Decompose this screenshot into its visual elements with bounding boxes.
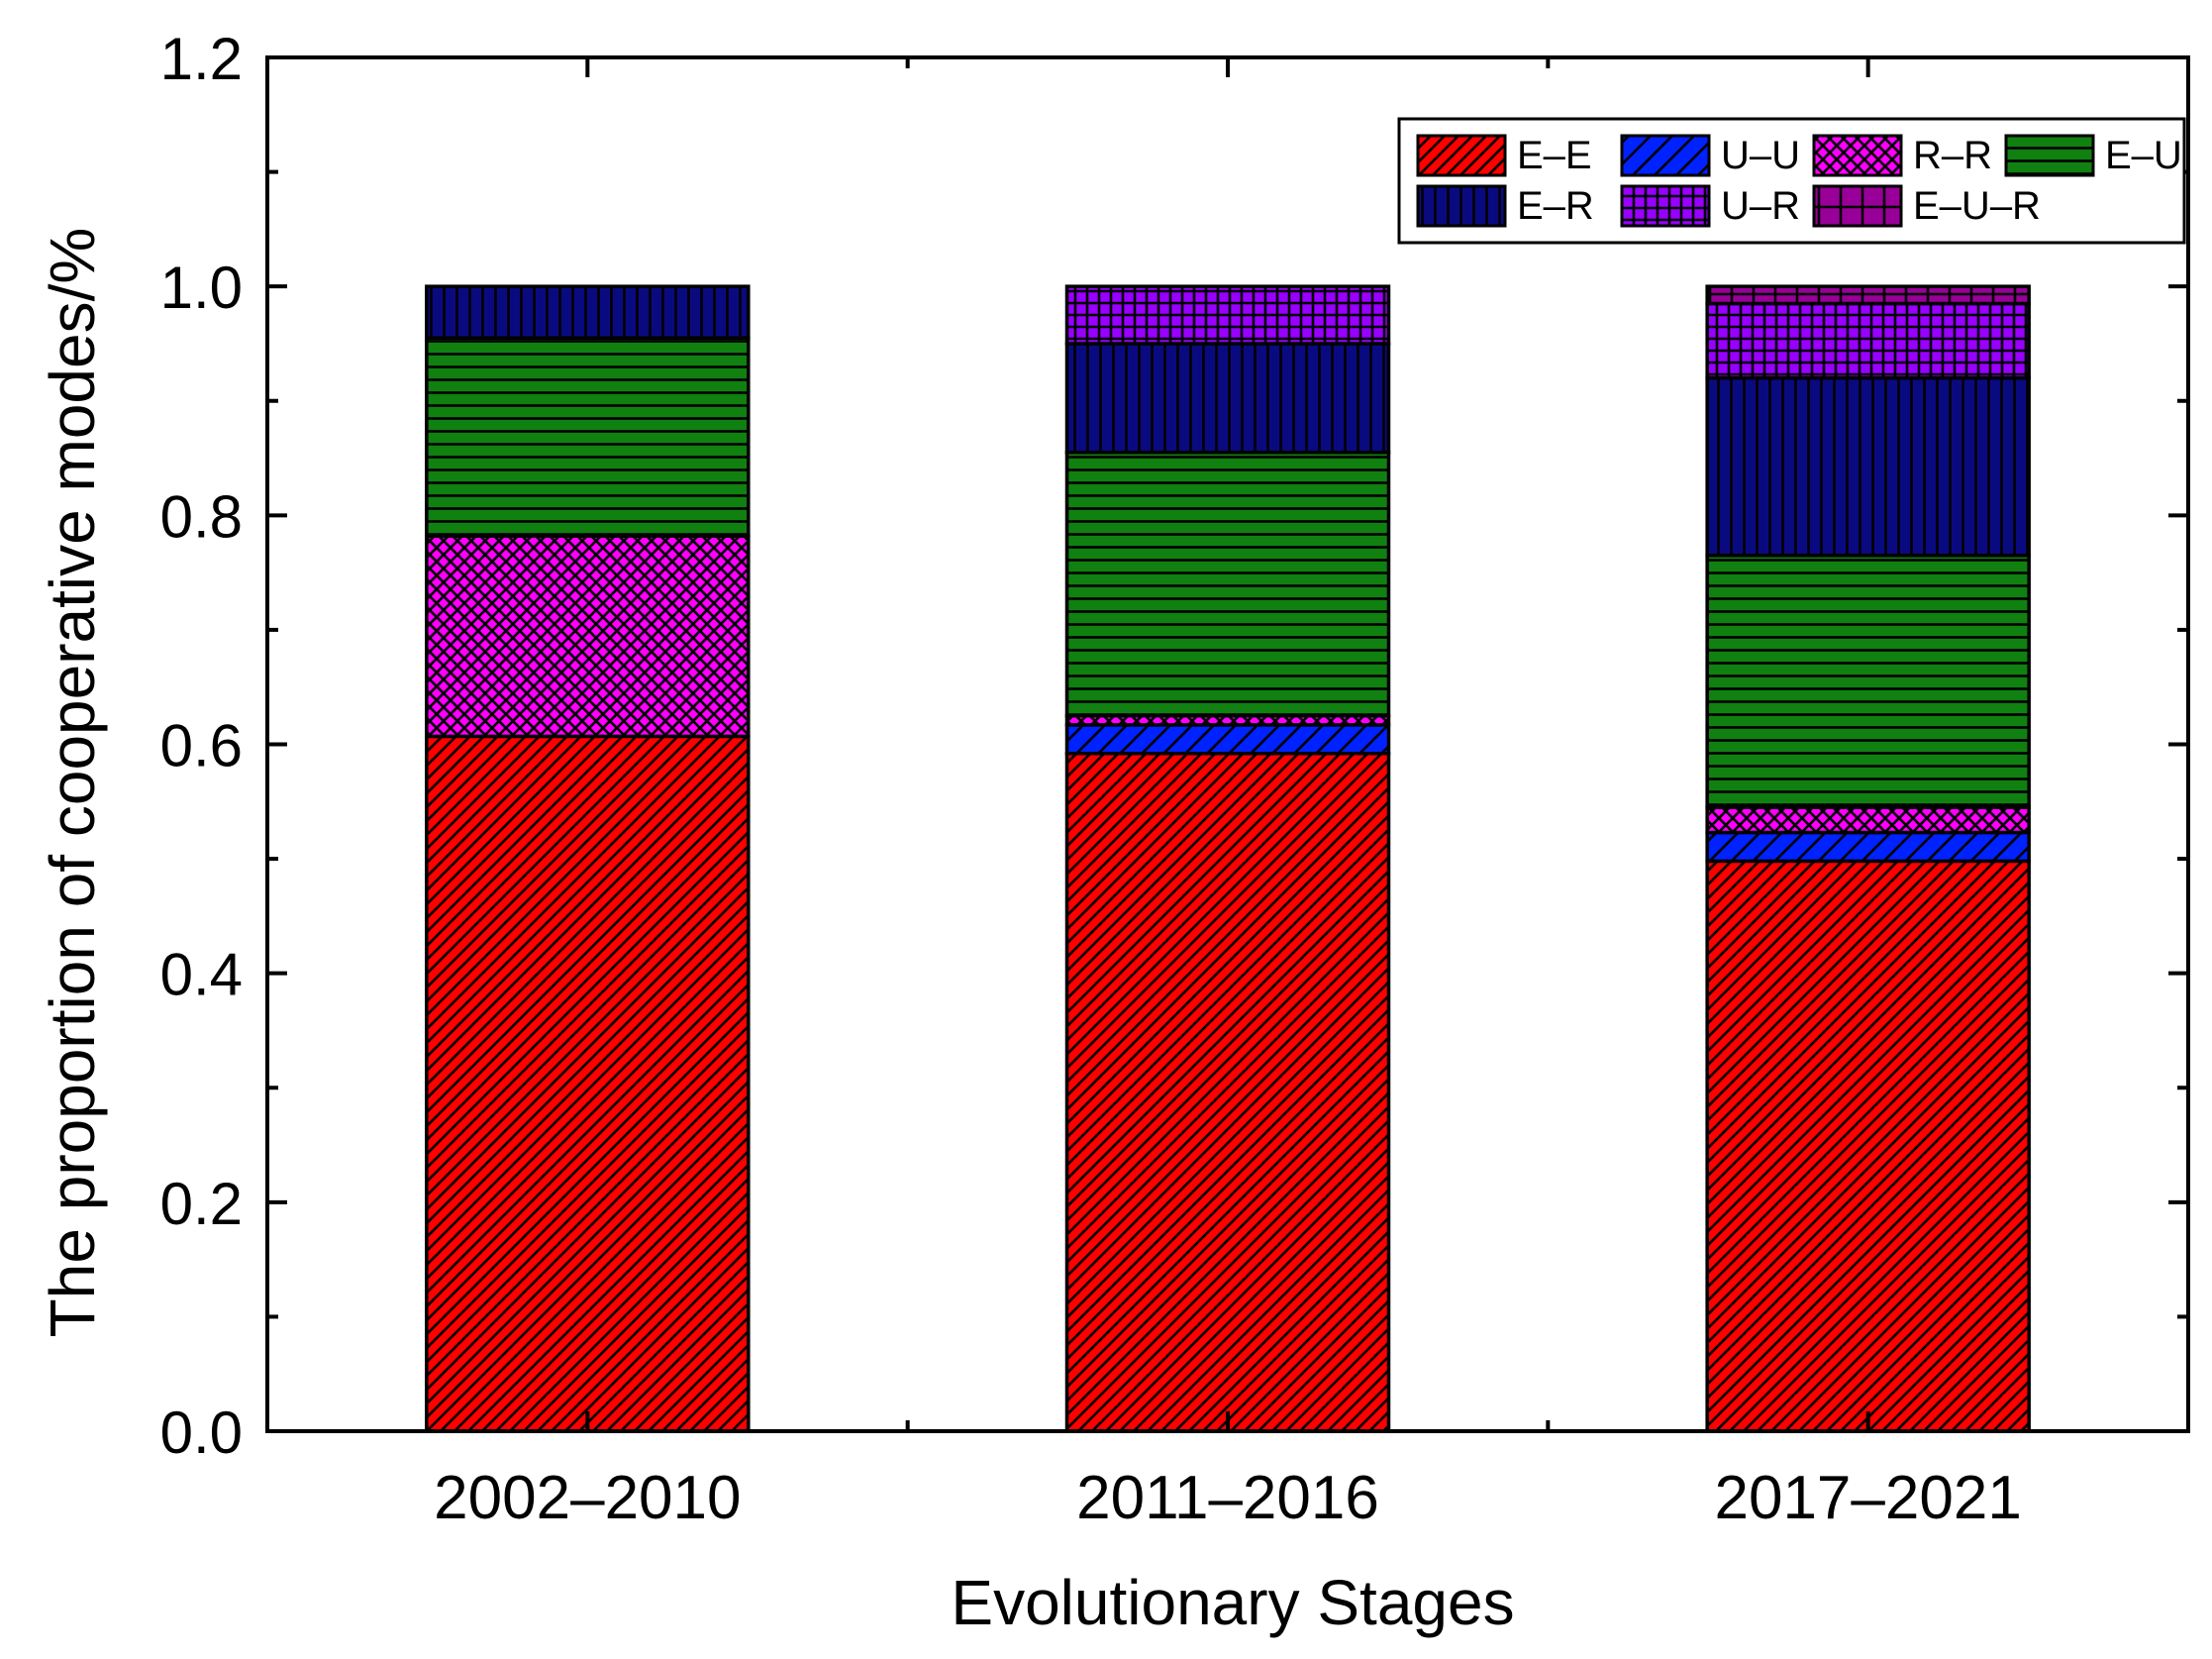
legend-label-U–U: U–U (1721, 134, 1800, 177)
bar-segment-E–R-2002–2010 (425, 284, 751, 340)
legend-swatch-E–R (1416, 184, 1507, 228)
bar-segment-E–U–R-2017–2021 (1705, 284, 2031, 306)
legend-swatch-U–R (1620, 184, 1711, 228)
legend-label-E–R: E–R (1517, 184, 1594, 228)
bar-segment-U–U-2011–2016 (1064, 723, 1391, 756)
bar-segment-E–U-2002–2010 (425, 336, 751, 538)
bar-segment-U–U-2017–2021 (1705, 830, 2031, 864)
legend-swatch-E–U (2004, 134, 2095, 177)
y-tick-label: 0.4 (160, 942, 243, 1008)
legend-swatch-E–U–R (1812, 184, 1903, 228)
x-tick-label: 2011–2016 (1076, 1464, 1379, 1532)
bar-segment-R–R-2002–2010 (425, 534, 751, 739)
legend-label-E–U–R: E–U–R (1913, 184, 2041, 228)
y-tick-label: 0.8 (160, 483, 243, 550)
y-tick-label: 0.2 (160, 1171, 243, 1237)
bar-segment-E–R-2017–2021 (1705, 375, 2031, 558)
legend-swatch-E–E (1416, 134, 1507, 177)
legend-swatch-R–R (1812, 134, 1903, 177)
bar-segment-E–R-2011–2016 (1064, 342, 1391, 455)
bar-segment-E–U-2011–2016 (1064, 451, 1391, 718)
bar-segment-R–R-2017–2021 (1705, 805, 2031, 835)
y-tick-label: 1.2 (160, 26, 243, 92)
bar-segment-E–E-2011–2016 (1064, 751, 1391, 1433)
bar-segment-E–E-2017–2021 (1705, 859, 2031, 1433)
legend-label-E–E: E–E (1517, 134, 1592, 177)
x-axis-label: Evolutionary Stages (951, 1567, 1514, 1638)
x-tick-label: 2002–2010 (434, 1464, 741, 1532)
y-axis-label: The proportion of cooperative modes/% (37, 228, 108, 1338)
y-tick-label: 1.0 (160, 255, 243, 321)
bar-segment-E–U-2017–2021 (1705, 554, 2031, 809)
x-tick-label: 2017–2021 (1714, 1464, 2021, 1532)
legend-label-E–U: E–U (2105, 134, 2182, 177)
legend: E–E U–U R–R E–U E–R U–R E–U–R (1397, 117, 2186, 245)
legend-label-R–R: R–R (1913, 134, 1992, 177)
bar-segment-U–R-2017–2021 (1705, 301, 2031, 380)
bar-segment-U–R-2011–2016 (1064, 284, 1391, 346)
y-tick-label: 0.6 (160, 713, 243, 779)
legend-swatch-U–U (1620, 134, 1711, 177)
bars-layer (425, 284, 2031, 1433)
axes-layer: 0.0 0.2 0.4 0.6 0.8 1.0 1.2 2002–2010 2011–2016 2… (160, 26, 2190, 1532)
bar-segment-E–E-2002–2010 (425, 734, 751, 1433)
y-tick-label: 0.0 (160, 1400, 243, 1466)
legend-label-U–R: U–R (1721, 184, 1800, 228)
